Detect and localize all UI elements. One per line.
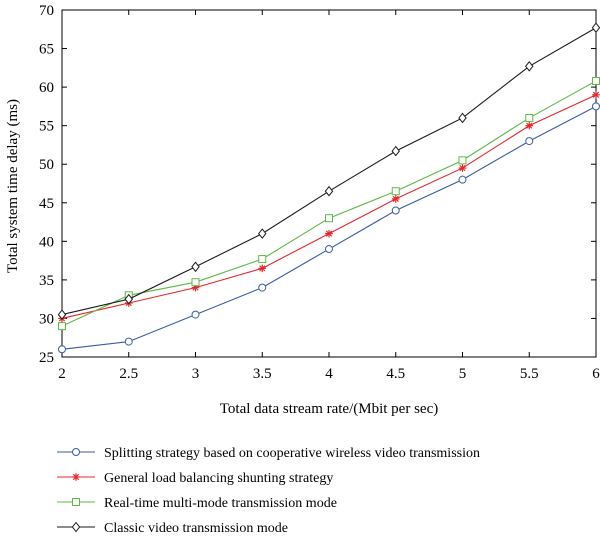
series-layer — [57, 22, 600, 354]
legend-label: Real-time multi-mode transmission mode — [104, 496, 337, 511]
data-point — [258, 264, 267, 273]
data-point — [391, 206, 400, 215]
data-point — [525, 113, 534, 122]
y-tick-label: 50 — [39, 157, 54, 173]
series-line — [61, 80, 597, 327]
y-axis: 25 30 35 40 45 50 55 60 65 70 — [39, 3, 596, 366]
x-tick-label: 5 — [459, 366, 467, 382]
plot-frame — [61, 9, 597, 358]
legend-item: Splitting strategy based on cooperative … — [57, 446, 480, 461]
x-axis-label: Total data stream rate/(Mbit per sec) — [220, 401, 438, 417]
data-point — [325, 245, 333, 254]
series-line — [61, 94, 597, 319]
legend-label: General load balancing shunting strategy — [104, 471, 333, 486]
data-point — [58, 322, 66, 331]
y-tick-label: 45 — [39, 196, 54, 212]
legend-label: Splitting strategy based on cooperative … — [104, 446, 480, 461]
y-tick-label: 40 — [39, 234, 54, 250]
data-point — [525, 137, 534, 146]
y-tick-label: 35 — [39, 273, 54, 289]
legend-marker — [72, 498, 80, 506]
series-2 — [58, 91, 600, 323]
x-tick-label: 3.5 — [253, 366, 272, 382]
data-point — [525, 60, 534, 72]
legend: Splitting strategy based on cooperative … — [57, 446, 480, 536]
x-tick-label: 2.5 — [119, 366, 138, 382]
data-point — [391, 187, 400, 196]
series-line — [61, 105, 597, 350]
series-4 — [57, 22, 600, 320]
data-point — [525, 121, 534, 130]
data-point — [124, 337, 133, 346]
data-point — [592, 76, 600, 85]
x-tick-label: 5.5 — [520, 366, 539, 382]
data-point — [57, 309, 67, 320]
data-point — [191, 261, 200, 273]
data-point — [591, 22, 600, 34]
data-point — [391, 145, 400, 157]
data-point — [58, 345, 66, 354]
y-tick-label: 70 — [39, 3, 54, 19]
data-point — [258, 228, 267, 239]
data-point — [592, 102, 600, 111]
x-tick-label: 2 — [58, 366, 66, 382]
series-1 — [58, 102, 600, 354]
legend-item: General load balancing shunting strategy — [57, 471, 333, 486]
data-point — [191, 278, 200, 287]
data-point — [325, 214, 333, 223]
legend-marker — [72, 473, 80, 481]
data-point — [592, 91, 600, 99]
data-point — [324, 185, 334, 197]
legend-label: Classic video transmission mode — [104, 521, 288, 536]
series-line — [61, 27, 597, 316]
x-tick-label: 3 — [192, 366, 200, 382]
data-point — [124, 293, 133, 305]
legend-marker — [71, 521, 81, 533]
y-tick-label: 55 — [39, 119, 54, 135]
legend-item: Classic video transmission mode — [57, 521, 288, 536]
plot-area — [61, 9, 597, 358]
y-axis-label: Total system time delay (ms) — [5, 99, 21, 273]
x-tick-label: 4.5 — [386, 366, 405, 382]
data-point — [258, 255, 267, 264]
y-tick-label: 30 — [39, 311, 54, 327]
legend-marker — [72, 448, 80, 456]
series-3 — [58, 76, 600, 331]
data-point — [191, 310, 200, 319]
data-point — [458, 112, 467, 124]
data-point — [325, 229, 333, 238]
data-point — [458, 175, 467, 184]
x-tick-label: 4 — [325, 366, 333, 382]
data-point — [458, 164, 467, 172]
y-tick-label: 25 — [39, 350, 54, 366]
y-tick-label: 60 — [39, 80, 54, 96]
y-tick-label: 65 — [39, 42, 54, 58]
x-axis: 2 2.5 3 3.5 4 4.5 5 5.5 6 — [58, 10, 600, 382]
legend-item: Real-time multi-mode transmission mode — [57, 496, 337, 511]
x-tick-label: 6 — [592, 366, 600, 382]
data-point — [458, 156, 467, 165]
data-point — [258, 283, 267, 292]
data-point — [391, 195, 400, 203]
